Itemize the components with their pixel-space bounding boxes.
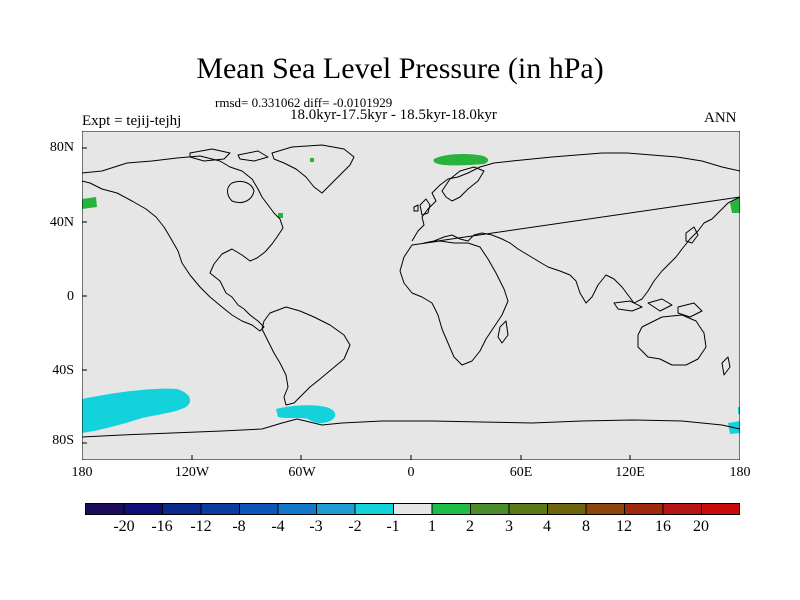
colorbar-label: -3 — [309, 518, 323, 535]
colorbar-box — [200, 503, 240, 515]
colorbar — [85, 503, 740, 515]
colorbar-label: 1 — [428, 518, 436, 535]
colorbar-label: 12 — [616, 518, 632, 535]
colorbar-box — [85, 503, 125, 515]
colorbar-box — [393, 503, 433, 515]
map-background — [82, 131, 740, 460]
canada-anomaly — [278, 213, 283, 218]
colorbar-box — [431, 503, 471, 515]
positive-anomaly-regions — [82, 154, 740, 218]
colorbar-box — [316, 503, 356, 515]
colorbar-label: 20 — [693, 518, 709, 535]
colorbar-box — [470, 503, 510, 515]
coast-madagascar — [497, 320, 509, 344]
lat-label-80n: 80N — [49, 140, 74, 155]
lat-label-0: 0 — [67, 289, 74, 304]
axis-ticks — [82, 147, 740, 460]
colorbar-box — [277, 503, 317, 515]
colorbar-label: -2 — [348, 518, 362, 535]
period-text: 18.0kyr-17.5kyr - 18.5kyr-18.0kyr — [290, 107, 497, 123]
colorbar-label: -1 — [386, 518, 400, 535]
aleutian-edge-anomaly — [82, 197, 97, 209]
colorbar-box — [123, 503, 163, 515]
colorbar-box — [701, 503, 740, 515]
lat-label-40n: 40N — [49, 215, 74, 230]
colorbar-label: 8 — [582, 518, 590, 535]
lon-label-0: 0 — [407, 465, 415, 480]
colorbar-label: 16 — [655, 518, 671, 535]
coast-scandinavia — [441, 166, 485, 202]
colorbar-label: 4 — [543, 518, 551, 535]
coast-greenland — [271, 144, 355, 194]
colorbar-box — [624, 503, 664, 515]
coast-australia — [637, 314, 707, 366]
lon-label-120w: 120W — [174, 465, 210, 480]
coast-indonesia — [613, 298, 703, 318]
coastlines — [82, 144, 740, 438]
stats-text: rmsd= 0.331062 diff= -0.0101929 — [215, 95, 393, 110]
colorbar-box — [354, 503, 394, 515]
lon-label-180w: 180 — [71, 465, 93, 480]
colorbar-label: -12 — [190, 518, 212, 535]
coast-antarctica — [82, 418, 740, 438]
weddell-sea-anomaly — [276, 405, 336, 424]
coast-uk — [413, 198, 431, 216]
colorbar-box — [508, 503, 548, 515]
colorbar-box — [162, 503, 202, 515]
coast-arctic-islands — [189, 148, 269, 162]
coast-north-america — [82, 155, 284, 332]
season-label: ANN — [704, 110, 737, 126]
south-pacific-anomaly — [82, 388, 191, 433]
coast-japan — [685, 226, 699, 244]
ross-sea-anomaly-west — [82, 425, 86, 431]
colorbar-label: -8 — [232, 518, 246, 535]
coast-south-america — [261, 306, 351, 406]
kamchatka-edge-anomaly — [730, 197, 740, 213]
colorbar-label: -20 — [113, 518, 135, 535]
colorbar-label: 3 — [505, 518, 513, 535]
lon-label-120e: 120E — [615, 465, 645, 480]
colorbar-label: -4 — [271, 518, 285, 535]
world-map — [82, 131, 740, 460]
map-title: Mean Sea Level Pressure (in hPa) — [196, 52, 604, 85]
barents-sea-anomaly — [433, 154, 489, 166]
colorbar-box — [662, 503, 702, 515]
lat-label-80s: 80S — [52, 433, 74, 448]
coast-africa — [399, 240, 509, 366]
colorbar-label: 2 — [466, 518, 474, 535]
colorbar-box — [585, 503, 625, 515]
lon-label-60w: 60W — [288, 465, 316, 480]
colorbar-box — [239, 503, 279, 515]
lon-label-180e: 180 — [729, 465, 751, 480]
coast-hudson-bay — [227, 180, 255, 204]
colorbar-label: -16 — [151, 518, 173, 535]
colorbar-box — [547, 503, 587, 515]
experiment-label: Expt = tejij-tejhj — [82, 113, 182, 129]
greenland-anomaly — [310, 158, 314, 162]
negative-anomaly-regions — [82, 388, 740, 434]
lon-label-60e: 60E — [509, 465, 533, 480]
coast-eurasia — [411, 152, 740, 304]
lat-label-40s: 40S — [52, 363, 74, 378]
coast-new-zealand — [721, 356, 731, 376]
